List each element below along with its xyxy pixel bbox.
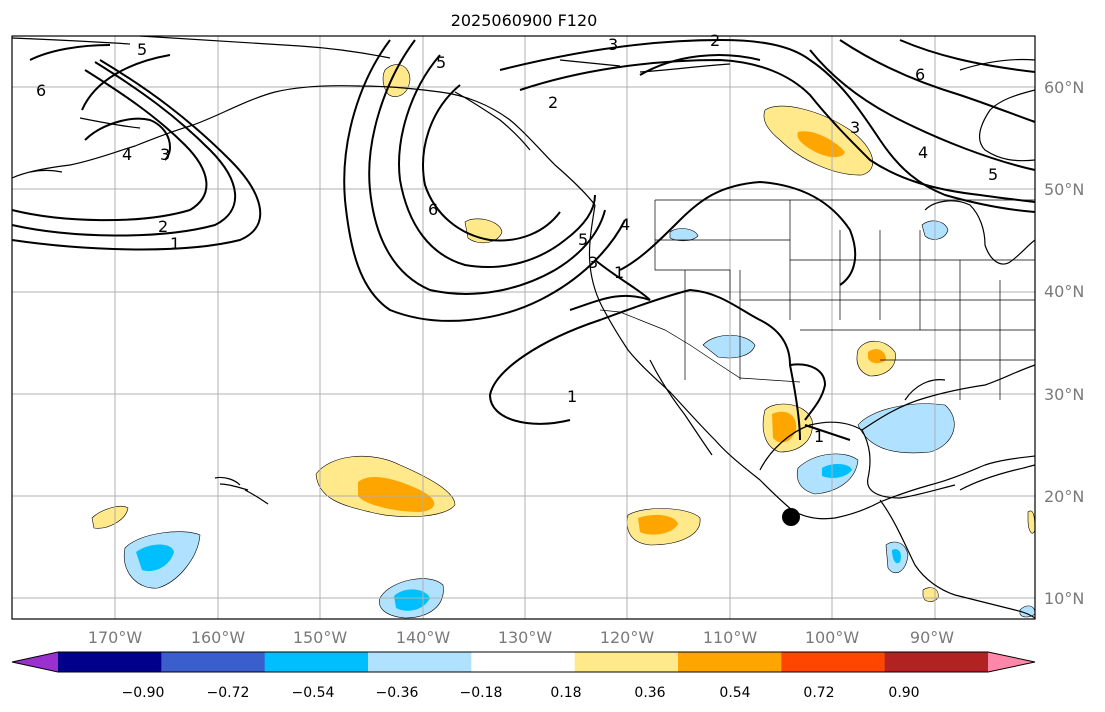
- cold-anomaly-core: [822, 464, 852, 478]
- lon-tick-label: 140°W: [396, 628, 451, 647]
- colorbar-segment: [574, 652, 679, 672]
- contour-label: 5: [436, 53, 446, 72]
- lon-tick-label: 170°W: [88, 628, 143, 647]
- colorbar-tick-label: −0.90: [122, 685, 165, 701]
- lon-tick-label: 100°W: [805, 628, 860, 647]
- colorbar-segment: [678, 652, 782, 672]
- lat-tick-label: 40°N: [1044, 282, 1084, 301]
- map-title: 2025060900 F120: [451, 11, 598, 30]
- contour-label: 3: [160, 145, 170, 164]
- cold-anomaly: [702, 335, 756, 359]
- colorbar-segment: [781, 652, 886, 672]
- lat-tick-label: 50°N: [1044, 180, 1084, 199]
- lon-tick-label: 90°W: [910, 628, 954, 647]
- lon-tick-label: 160°W: [191, 628, 246, 647]
- contour-labels: 6 5 4 3 2 1 5 6 3 2 2 3 4 5 6 1 1 1 4 5 …: [36, 31, 998, 446]
- colorbar-tick-label: 0.18: [550, 685, 581, 701]
- lat-tick-label: 60°N: [1044, 78, 1084, 97]
- contour-label: 5: [137, 40, 147, 59]
- colorbar-tick-label: 0.72: [803, 685, 834, 701]
- contour-label: 6: [36, 81, 46, 100]
- warm-anomaly-core: [638, 514, 678, 535]
- cold-anomaly: [857, 403, 955, 454]
- contour-label: 3: [608, 35, 618, 54]
- borders: [599, 199, 1035, 400]
- contour-label: 3: [588, 253, 598, 272]
- colorbar-segment: [884, 652, 989, 672]
- contour-label: 4: [122, 145, 132, 164]
- colorbar-segment: [58, 652, 162, 672]
- lon-tick-label: 110°W: [703, 628, 758, 647]
- colorbar-segment: [368, 652, 472, 672]
- colorbar-tick-label: −0.72: [207, 685, 250, 701]
- warm-anomaly-core: [358, 476, 435, 512]
- longitude-ticks: 170°W 160°W 150°W 140°W 130°W 120°W 110°…: [88, 628, 954, 647]
- map-frame: [11, 35, 1036, 620]
- colorbar-segment: [471, 652, 576, 672]
- cold-anomaly-core: [136, 544, 174, 572]
- colorbar-extension-high: [988, 652, 1035, 672]
- contour-label: 5: [578, 230, 588, 249]
- contour-label: 1: [614, 263, 624, 282]
- lat-tick-label: 20°N: [1044, 487, 1084, 506]
- contour-label: 1: [814, 427, 824, 446]
- contour-label: 1: [170, 234, 180, 253]
- warm-anomaly-core: [797, 131, 845, 158]
- colorbar-ticks: −0.90 −0.72 −0.54 −0.36 −0.18 0.18 0.36 …: [122, 685, 920, 701]
- contour-label: 5: [988, 165, 998, 184]
- colorbar-tick-label: 0.36: [634, 685, 665, 701]
- map-area: [12, 36, 1035, 619]
- colorbar-tick-label: −0.18: [460, 685, 503, 701]
- colorbar-tick-label: −0.36: [376, 685, 419, 701]
- colorbar-tick-label: 0.54: [719, 685, 750, 701]
- contour-label: 3: [850, 118, 860, 137]
- colorbar-extension-low: [12, 652, 58, 672]
- lon-tick-label: 120°W: [600, 628, 655, 647]
- colorbar-segment: [161, 652, 266, 672]
- colorbar-tick-label: −0.54: [292, 685, 335, 701]
- warm-anomaly: [382, 64, 411, 97]
- shaded-anomalies: [91, 64, 1036, 619]
- graticule: [12, 36, 1035, 619]
- contour-label: 2: [710, 31, 720, 50]
- lat-tick-label: 10°N: [1044, 589, 1084, 608]
- contour-label: 6: [428, 200, 438, 219]
- lon-tick-label: 150°W: [293, 628, 348, 647]
- colorbar: [11, 651, 1036, 673]
- contour-label: 2: [548, 93, 558, 112]
- lat-tick-label: 30°N: [1044, 385, 1084, 404]
- contour-lines: [11, 38, 1036, 441]
- contour-label: 4: [918, 143, 928, 162]
- cold-anomaly-core: [892, 549, 901, 564]
- lon-tick-label: 130°W: [498, 628, 553, 647]
- colorbar-segment: [264, 652, 369, 672]
- contour-label: 6: [915, 65, 925, 84]
- colorbar-tick-label: 0.90: [888, 685, 919, 701]
- latitude-ticks: 60°N 50°N 40°N 30°N 20°N 10°N: [1044, 78, 1084, 608]
- contour-label: 2: [158, 217, 168, 236]
- coastlines: [11, 35, 1036, 619]
- contour-label: 4: [620, 215, 630, 234]
- contour-label: 1: [567, 387, 577, 406]
- location-marker: [782, 508, 800, 526]
- warm-anomaly: [922, 587, 939, 602]
- colorbar-outline: [11, 651, 1036, 673]
- cold-anomaly-core: [394, 589, 430, 611]
- warm-anomaly: [91, 506, 129, 529]
